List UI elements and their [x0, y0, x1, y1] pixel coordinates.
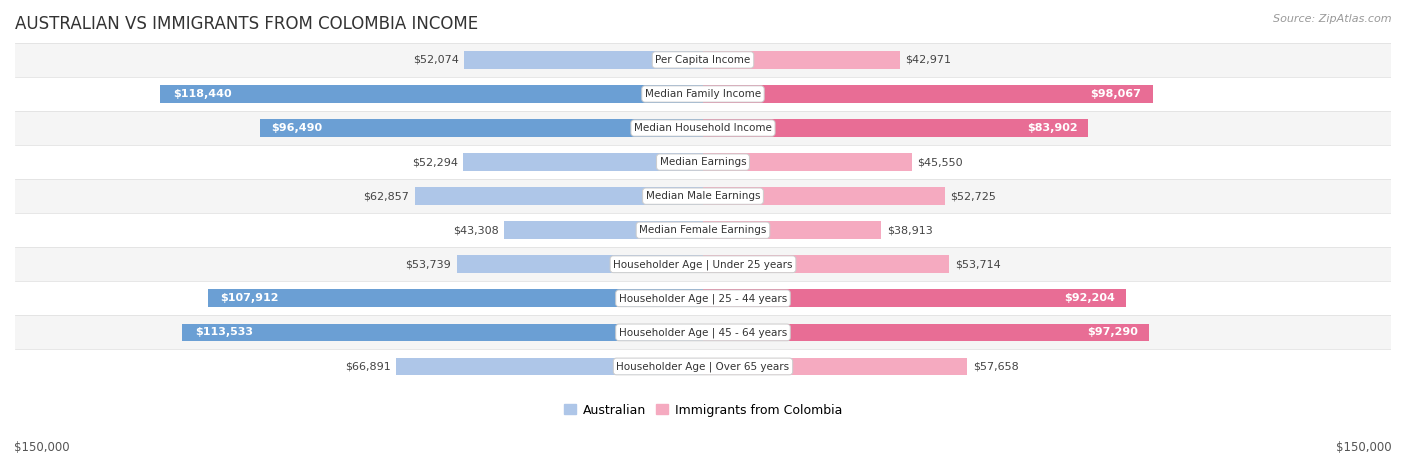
Text: $52,074: $52,074: [413, 55, 458, 65]
Bar: [464, 51, 703, 69]
Text: Per Capita Income: Per Capita Income: [655, 55, 751, 65]
Text: $45,550: $45,550: [918, 157, 963, 167]
Text: Median Female Earnings: Median Female Earnings: [640, 225, 766, 235]
Bar: [260, 119, 703, 137]
Text: $53,714: $53,714: [955, 259, 1001, 269]
Text: $38,913: $38,913: [887, 225, 932, 235]
Bar: [703, 358, 967, 375]
Bar: [208, 290, 703, 307]
Text: $53,739: $53,739: [405, 259, 451, 269]
Text: $107,912: $107,912: [221, 293, 278, 304]
Text: $83,902: $83,902: [1028, 123, 1078, 133]
Bar: [15, 315, 1391, 349]
Text: $150,000: $150,000: [14, 441, 70, 454]
Bar: [703, 290, 1126, 307]
Bar: [15, 281, 1391, 315]
Text: $43,308: $43,308: [453, 225, 499, 235]
Bar: [15, 111, 1391, 145]
Text: Source: ZipAtlas.com: Source: ZipAtlas.com: [1274, 14, 1392, 24]
Text: $150,000: $150,000: [1336, 441, 1392, 454]
Bar: [505, 221, 703, 239]
Bar: [15, 145, 1391, 179]
Bar: [703, 51, 900, 69]
Bar: [15, 349, 1391, 383]
Text: Householder Age | Over 65 years: Householder Age | Over 65 years: [616, 361, 790, 372]
Bar: [703, 324, 1149, 341]
Bar: [457, 255, 703, 273]
Bar: [703, 255, 949, 273]
Bar: [415, 187, 703, 205]
Text: Median Earnings: Median Earnings: [659, 157, 747, 167]
Bar: [15, 247, 1391, 281]
Bar: [463, 153, 703, 171]
Text: Householder Age | 25 - 44 years: Householder Age | 25 - 44 years: [619, 293, 787, 304]
Text: $62,857: $62,857: [363, 191, 409, 201]
Bar: [183, 324, 703, 341]
Text: Median Male Earnings: Median Male Earnings: [645, 191, 761, 201]
Bar: [703, 85, 1153, 103]
Bar: [703, 119, 1088, 137]
Bar: [160, 85, 703, 103]
Text: $97,290: $97,290: [1087, 327, 1137, 337]
Text: $66,891: $66,891: [344, 361, 391, 371]
Text: $52,294: $52,294: [412, 157, 457, 167]
Text: Householder Age | 45 - 64 years: Householder Age | 45 - 64 years: [619, 327, 787, 338]
Bar: [703, 221, 882, 239]
Text: $52,725: $52,725: [950, 191, 997, 201]
Bar: [15, 77, 1391, 111]
Legend: Australian, Immigrants from Colombia: Australian, Immigrants from Colombia: [560, 398, 846, 422]
Text: AUSTRALIAN VS IMMIGRANTS FROM COLOMBIA INCOME: AUSTRALIAN VS IMMIGRANTS FROM COLOMBIA I…: [15, 15, 478, 33]
Text: $98,067: $98,067: [1091, 89, 1142, 99]
Text: Median Household Income: Median Household Income: [634, 123, 772, 133]
Text: Householder Age | Under 25 years: Householder Age | Under 25 years: [613, 259, 793, 269]
Bar: [396, 358, 703, 375]
Bar: [703, 153, 912, 171]
Bar: [703, 187, 945, 205]
Text: $96,490: $96,490: [271, 123, 322, 133]
Text: $118,440: $118,440: [173, 89, 232, 99]
Text: $57,658: $57,658: [973, 361, 1019, 371]
Bar: [15, 43, 1391, 77]
Text: $113,533: $113,533: [195, 327, 253, 337]
Bar: [15, 213, 1391, 247]
Text: Median Family Income: Median Family Income: [645, 89, 761, 99]
Text: $92,204: $92,204: [1064, 293, 1115, 304]
Bar: [15, 179, 1391, 213]
Text: $42,971: $42,971: [905, 55, 952, 65]
